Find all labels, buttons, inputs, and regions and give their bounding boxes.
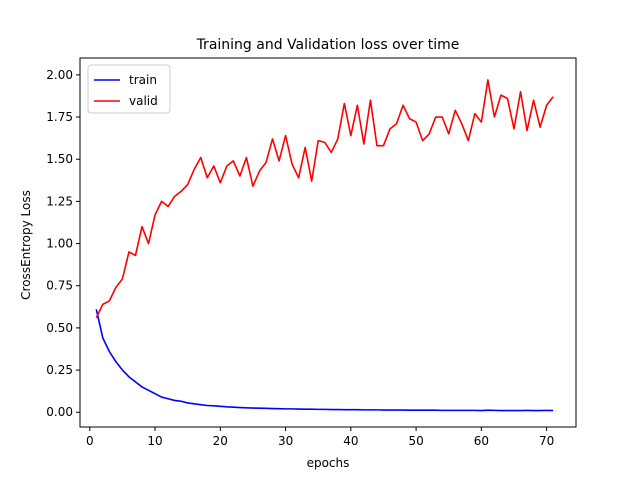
x-tick-label: 30	[278, 434, 293, 448]
x-tick-label: 20	[213, 434, 228, 448]
legend-label-train: train	[129, 73, 157, 87]
chart-title: Training and Validation loss over time	[196, 37, 460, 53]
axes-frame	[79, 57, 577, 428]
series-line-train	[95, 309, 554, 412]
y-tick-label: 2.00	[46, 68, 73, 82]
y-tick-label: 1.00	[46, 237, 73, 251]
y-tick-label: 1.75	[46, 110, 73, 124]
y-tick-label: 1.25	[46, 194, 73, 208]
y-tick-label: 0.00	[46, 405, 73, 419]
legend-label-valid: valid	[129, 94, 158, 108]
x-tick-label: 0	[86, 434, 94, 448]
y-axis-label: CrossEntropy Loss	[19, 190, 33, 300]
x-tick-label: 40	[343, 434, 358, 448]
y-tick-label: 0.25	[46, 363, 73, 377]
x-axis-label: epochs	[307, 456, 350, 470]
y-tick-label: 0.50	[46, 321, 73, 335]
x-tick-label: 50	[408, 434, 423, 448]
x-tick-label: 60	[474, 434, 489, 448]
plot-area: 0 10 20 30 40 50 60 70 0.00 0.25 0.50 0.75 1.00 1.25 1…	[46, 57, 577, 448]
y-tick-label: 0.75	[46, 279, 73, 293]
x-tick-label: 10	[147, 434, 162, 448]
series-line-valid	[95, 79, 554, 319]
x-tick-label: 70	[539, 434, 554, 448]
y-tick-label: 1.50	[46, 152, 73, 166]
